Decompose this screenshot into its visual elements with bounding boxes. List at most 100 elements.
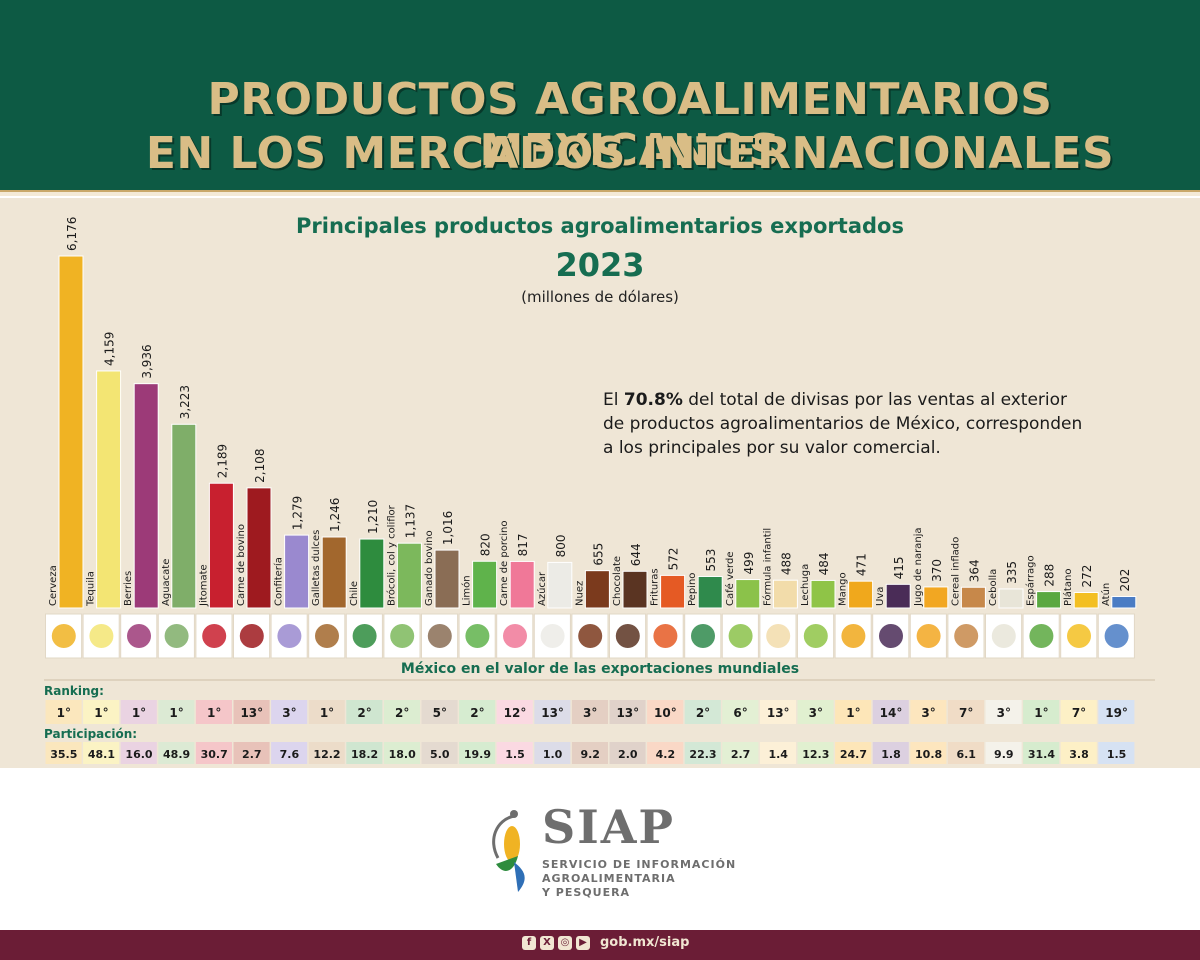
logo-line3: Y PESQUERA xyxy=(542,886,631,899)
product-icon xyxy=(277,624,302,648)
value-label: 1,137 xyxy=(403,504,417,538)
share-cell xyxy=(534,742,571,764)
ranking-cell xyxy=(722,700,759,724)
bar xyxy=(472,560,498,609)
youtube-icon[interactable]: ▶ xyxy=(576,936,590,950)
share-cell xyxy=(684,742,721,764)
value-label: 1,210 xyxy=(366,500,380,534)
value-label: 272 xyxy=(1080,565,1094,588)
share-value: 10.8 xyxy=(915,748,942,761)
header-banner xyxy=(0,0,1200,190)
value-label: 2,189 xyxy=(215,444,229,478)
ranking-cell xyxy=(45,700,82,724)
ranking-cell xyxy=(83,700,120,724)
bar xyxy=(171,423,197,609)
product-icon xyxy=(540,624,565,648)
instagram-icon[interactable]: ◎ xyxy=(558,936,572,950)
category-label: Azúcar xyxy=(536,571,548,606)
bar xyxy=(1073,591,1099,609)
product-icon xyxy=(315,624,339,648)
share-value: 2.0 xyxy=(618,748,638,761)
bar xyxy=(434,549,460,609)
logo-name: SIAP xyxy=(542,800,676,854)
ranking-cell xyxy=(872,700,909,724)
category-label: Frituras xyxy=(650,568,661,606)
bar xyxy=(96,370,122,609)
product-icon xyxy=(1104,624,1129,648)
ranking-cell xyxy=(1060,700,1097,724)
note-line1: del total de divisas por las ventas al e… xyxy=(682,390,1068,410)
siap-logo-icon xyxy=(492,810,525,892)
ranking-value: 12° xyxy=(504,706,527,720)
share-value: 1.5 xyxy=(505,748,525,761)
gob-link[interactable]: gob.mx/siap xyxy=(600,935,690,950)
ranking-value: 7° xyxy=(959,706,973,720)
share-value: 6.1 xyxy=(956,748,976,761)
ranking-cell xyxy=(534,700,571,724)
share-value: 2.7 xyxy=(242,748,262,761)
ranking-value: 1° xyxy=(320,706,334,720)
bar xyxy=(885,583,911,609)
ranking-value: 7° xyxy=(1072,706,1086,720)
x-icon[interactable]: X xyxy=(540,936,554,950)
logo-line2: AGROALIMENTARIA xyxy=(542,872,676,885)
bar xyxy=(284,534,310,609)
share-cell xyxy=(83,742,120,764)
share-value: 4.2 xyxy=(656,748,676,761)
bar xyxy=(509,560,535,609)
share-cell xyxy=(459,742,496,764)
product-icon xyxy=(691,624,715,648)
value-label: 3,223 xyxy=(178,385,192,419)
product-icon xyxy=(1029,624,1054,648)
category-label: Jugo de naranja xyxy=(913,527,924,607)
category-label: Limón xyxy=(461,575,473,606)
chart-year: 2023 xyxy=(555,246,645,284)
bar xyxy=(998,588,1024,609)
value-label: 3,936 xyxy=(140,344,154,378)
facebook-icon[interactable]: f xyxy=(522,936,536,950)
category-label: Confitería xyxy=(273,557,285,606)
ranking-cell xyxy=(1023,700,1060,724)
share-cell xyxy=(722,742,759,764)
share-value: 5.0 xyxy=(430,748,450,761)
share-value: 35.5 xyxy=(50,748,77,761)
value-label: 553 xyxy=(704,549,718,572)
share-cell xyxy=(797,742,834,764)
logo-line1: SERVICIO DE INFORMACIÓN xyxy=(542,858,737,871)
ranking-value: 3° xyxy=(583,706,597,720)
category-label: Carne de bovino xyxy=(236,524,247,606)
ranking-cell xyxy=(947,700,984,724)
share-value: 2.7 xyxy=(731,748,751,761)
share-value: 9.9 xyxy=(994,748,1014,761)
ranking-value: 2° xyxy=(470,706,484,720)
category-label: Chile xyxy=(349,581,360,606)
category-label: Aguacate xyxy=(161,559,172,606)
category-label: Espárrago xyxy=(1025,555,1037,606)
footer-bar xyxy=(0,930,1200,960)
value-label: 817 xyxy=(516,534,530,557)
chart-units: (millones de dólares) xyxy=(521,288,679,306)
category-label: Uva xyxy=(875,587,886,606)
share-value: 24.7 xyxy=(840,748,867,761)
category-label: Nuez xyxy=(574,581,585,606)
ranking-value: 13° xyxy=(240,706,263,720)
ranking-value: 3° xyxy=(809,706,823,720)
share-value: 1.4 xyxy=(768,748,788,761)
product-icon xyxy=(202,624,227,648)
world-title: México en el valor de las exportaciones … xyxy=(400,661,800,677)
share-label: Participación: xyxy=(44,727,138,741)
share-cell xyxy=(1098,742,1135,764)
share-cell xyxy=(1060,742,1097,764)
ranking-value: 13° xyxy=(541,706,564,720)
product-icon xyxy=(390,624,415,648)
product-icon xyxy=(239,624,264,648)
bar xyxy=(660,574,686,609)
note-text: El 70.8% del total de divisas por las ve… xyxy=(603,388,1123,460)
ranking-value: 2° xyxy=(696,706,710,720)
product-icon xyxy=(879,624,903,648)
product-icon xyxy=(89,624,114,648)
share-cell xyxy=(308,742,345,764)
value-label: 202 xyxy=(1118,569,1132,592)
share-cell xyxy=(835,742,872,764)
bar xyxy=(1111,595,1137,609)
